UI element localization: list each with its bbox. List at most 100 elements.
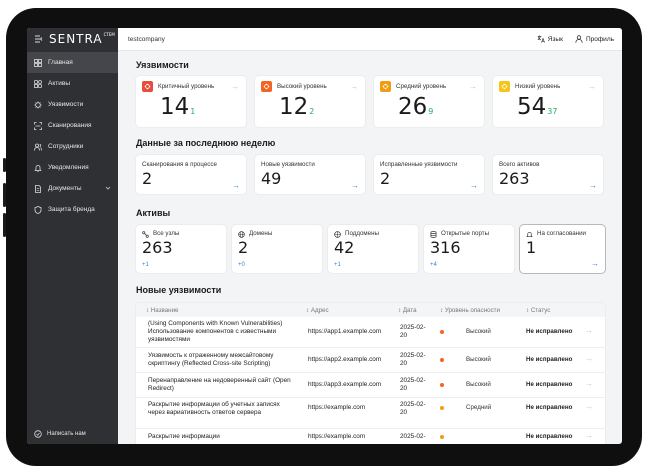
sidebar-item-home[interactable]: Главная [27, 52, 118, 73]
vuln-count: 54 [517, 94, 547, 120]
vuln-severity: Высокий [466, 356, 491, 363]
scan-icon [34, 121, 42, 130]
arrow-right-icon[interactable]: → [585, 379, 593, 388]
chat-icon [34, 430, 42, 438]
arrow-right-icon: → [350, 82, 358, 91]
table-row[interactable]: Перенаправление на недоверенный сайт (Op… [136, 373, 605, 398]
language-button[interactable]: Язык [537, 35, 563, 43]
vuln-count: 26 [398, 94, 428, 120]
sidebar-header: SENTRACTEM [27, 28, 118, 50]
severity-dot [440, 330, 444, 334]
asset-card-delta: +4 [430, 262, 437, 268]
asset-card-value: 2 [238, 238, 249, 257]
vuln-address: https://app1.example.com [308, 328, 382, 335]
vuln-address: https://example.com [308, 404, 366, 411]
sidebar-item-employees[interactable]: Сотрудники [27, 136, 118, 157]
arrow-right-icon[interactable]: → [585, 402, 593, 411]
shield-icon [34, 205, 42, 214]
sidebar: SENTRACTEM Главная Активы Уязвимости Ска… [27, 28, 118, 444]
critical-icon [142, 81, 153, 92]
database-icon [430, 231, 437, 238]
sidebar-item-vulnerabilities[interactable]: Уязвимости [27, 94, 118, 115]
contact-us-button[interactable]: Написать нам [34, 430, 86, 438]
vuln-status: Не исправлено [526, 328, 573, 335]
asset-card-pending-approval[interactable]: На согласовании 1 → [520, 225, 605, 273]
vuln-card-critical[interactable]: Критичный уровень → 141 [136, 76, 246, 127]
vuln-card-label: Средний уровень [396, 83, 447, 90]
collapse-menu-icon[interactable] [34, 35, 43, 43]
sidebar-item-notifications[interactable]: Уведомления [27, 157, 118, 178]
new-vulns-table: ↕ Название ↕ Адрес ↕ Дата ↕ Уровень опас… [136, 303, 605, 444]
vuln-severity: Средний [466, 404, 492, 411]
arrow-right-icon[interactable]: → [585, 431, 593, 440]
logo-sup: CTEM [103, 32, 115, 37]
asset-card-nodes[interactable]: Все узлы 263 +1 [136, 225, 226, 273]
logo-text: SENTRA [49, 32, 103, 46]
severity-dot [440, 435, 444, 439]
asset-card-open-ports[interactable]: Открытые порты 316 +4 [424, 225, 514, 273]
sidebar-item-assets[interactable]: Активы [27, 73, 118, 94]
device-button [3, 183, 6, 207]
asset-card-value: 316 [430, 238, 461, 257]
logo[interactable]: SENTRACTEM [49, 32, 115, 46]
col-name[interactable]: ↕ Название [146, 307, 179, 314]
chevron-down-icon[interactable] [105, 185, 111, 191]
week-card-scans[interactable]: Сканирования в процессе 2 → [136, 155, 246, 194]
vuln-name: Перенаправление на недоверенный сайт (Op… [148, 377, 291, 392]
document-icon [34, 184, 42, 193]
week-card-value: 49 [261, 169, 282, 188]
week-card-total-assets[interactable]: Всего активов 263 → [493, 155, 603, 194]
vuln-status: Не исправлено [526, 433, 573, 440]
week-card-value: 2 [142, 169, 153, 188]
asset-card-label: Открытые порты [441, 230, 490, 237]
vuln-address: https://app3.example.com [308, 381, 382, 388]
severity-dot [440, 383, 444, 387]
asset-card-label: Поддомены [345, 230, 379, 237]
profile-button[interactable]: Профиль [575, 35, 614, 43]
table-row[interactable]: (Using Components with Known Vulnerabili… [136, 317, 605, 348]
vuln-delta: 1 [190, 107, 196, 116]
table-header: ↕ Название ↕ Адрес ↕ Дата ↕ Уровень опас… [136, 303, 605, 317]
asset-card-value: 263 [142, 238, 173, 257]
sidebar-item-label: Защита бренда [48, 206, 95, 213]
subdomain-icon [334, 231, 341, 238]
table-row[interactable]: Раскрытие информации https://example.com… [136, 429, 605, 444]
table-row[interactable]: Уязвимость к отраженному межсайтовому ск… [136, 348, 605, 373]
company-name[interactable]: testcompany [128, 35, 165, 43]
severity-dot [440, 358, 444, 362]
week-card-value: 263 [499, 169, 530, 188]
vuln-address: https://example.com [308, 433, 366, 440]
week-card-new-vulns[interactable]: Новые уязвимости 49 → [255, 155, 365, 194]
week-card-label: Сканирования в процессе [142, 161, 217, 168]
severity-dot [440, 406, 444, 410]
users-icon [34, 143, 42, 151]
col-address[interactable]: ↕ Адрес [306, 307, 329, 314]
arrow-right-icon: → [232, 181, 240, 190]
vuln-name: Раскрытие информации об учетных записях … [148, 401, 280, 416]
vuln-card-high[interactable]: Высокий уровень → 122 [255, 76, 365, 127]
approval-icon [526, 232, 533, 238]
asset-card-label: Все узлы [153, 230, 180, 237]
asset-card-domains[interactable]: Домены 2 +0 [232, 225, 322, 273]
assets-icon [34, 79, 42, 88]
sidebar-item-documents[interactable]: Документы [27, 178, 118, 199]
col-status[interactable]: ↕ Статус [526, 307, 551, 314]
arrow-right-icon: → [591, 259, 599, 268]
col-severity[interactable]: ↕ Уровень опасности [440, 307, 500, 314]
sidebar-item-brand-protection[interactable]: Защита бренда [27, 199, 118, 220]
vuln-card-label: Низкий уровень [515, 83, 561, 90]
vuln-delta: 9 [428, 107, 434, 116]
table-row[interactable]: Раскрытие информации об учетных записях … [136, 398, 605, 429]
arrow-right-icon[interactable]: → [585, 326, 593, 335]
week-card-fixed-vulns[interactable]: Исправленные уязвимости 2 → [374, 155, 484, 194]
arrow-right-icon[interactable]: → [585, 354, 593, 363]
home-icon [34, 58, 42, 67]
vuln-date: 2025-02- [400, 433, 426, 440]
col-date[interactable]: ↕ Дата [398, 307, 417, 314]
sidebar-item-scans[interactable]: Сканирования [27, 115, 118, 136]
vuln-card-medium[interactable]: Средний уровень → 269 [374, 76, 484, 127]
asset-card-subdomains[interactable]: Поддомены 42 +1 [328, 225, 418, 273]
vuln-card-low[interactable]: Низкий уровень → 5437 [493, 76, 603, 127]
sidebar-item-label: Сотрудники [48, 143, 84, 150]
main-content: Уязвимости Критичный уровень → 141 Высок… [118, 51, 622, 444]
